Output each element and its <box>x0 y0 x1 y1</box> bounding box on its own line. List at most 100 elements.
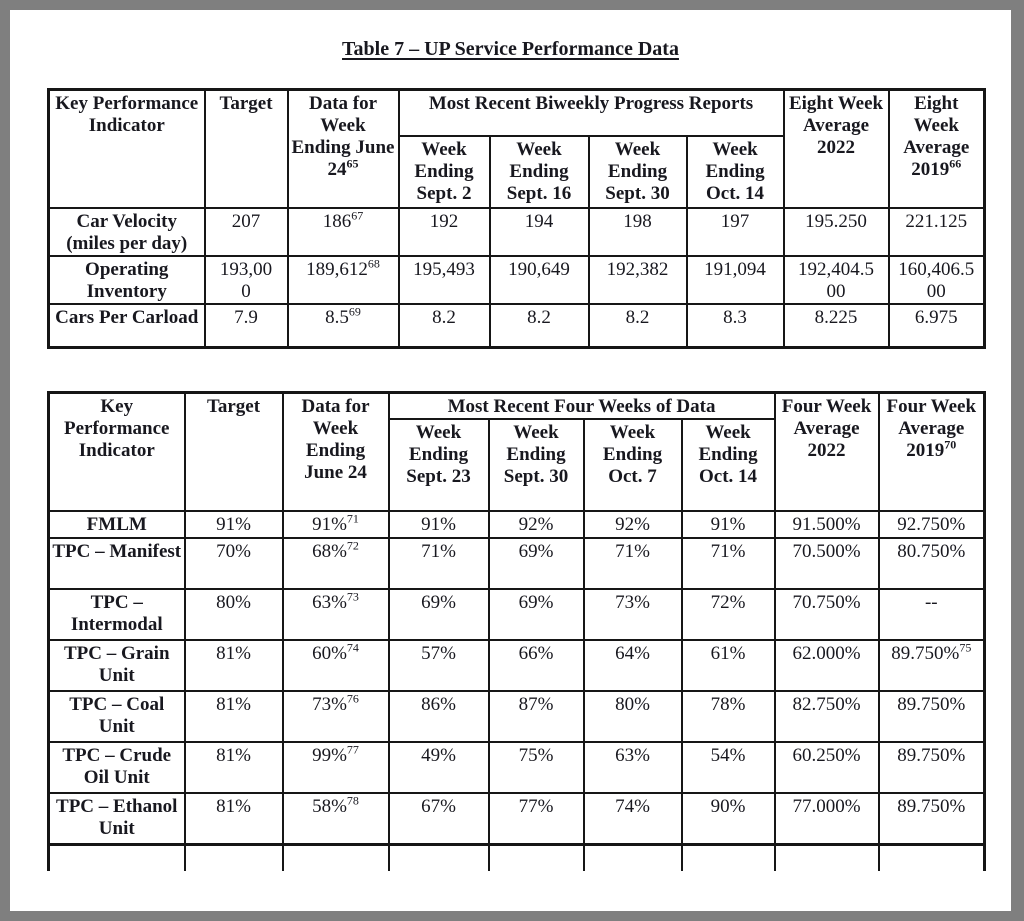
data-cell: 81% <box>183 741 284 794</box>
footnote-ref: 78 <box>346 793 359 808</box>
data-cell: 81% <box>183 792 284 845</box>
cell-value: 75% <box>518 745 554 766</box>
data-cell: 60.250% <box>773 741 880 794</box>
data-cell: 91% <box>387 510 490 539</box>
data-cell: 191,094 <box>685 254 785 305</box>
data-cell: 207 <box>203 206 289 257</box>
footnote-ref: 67 <box>351 208 364 223</box>
cell-value: 91.500% <box>792 514 861 535</box>
data-cell: 8.2 <box>397 302 491 349</box>
cell-value: 57% <box>421 643 456 664</box>
data-cell: 69% <box>487 537 585 590</box>
row-label: Operating Inventory <box>47 254 206 305</box>
data-cell: 190,649 <box>488 254 590 305</box>
cell-value: 69% <box>518 541 554 562</box>
cell-value: 91% <box>421 514 456 535</box>
table-row: FMLM 91% 91%71 91% 92% 92% 91% 91.500% 92.750% <box>47 510 986 539</box>
header-target-label: Target <box>206 396 261 417</box>
cell-value: 81% <box>216 796 251 817</box>
cell-value: 49% <box>421 745 456 766</box>
cell-value: 8.2 <box>432 306 456 328</box>
header-row-group: Key Performance Indicator Target Data fo… <box>47 88 986 209</box>
cell-value: -- <box>924 592 938 613</box>
cell-value: 60% <box>312 643 347 664</box>
data-cell: 68%72 <box>281 537 390 590</box>
cell-value: 77% <box>518 796 554 817</box>
header-kpi: Key Performance Indicator <box>47 88 206 209</box>
row-label: TPC – Coal Unit <box>47 690 186 743</box>
table-biweekly-progress: Key Performance Indicator Target Data fo… <box>47 88 987 349</box>
cell-value: 78% <box>710 694 746 715</box>
data-cell: 92% <box>487 510 585 539</box>
cell-value: 91% <box>216 514 251 535</box>
table-row: TPC – Crude Oil Unit 81% 99%77 49% 75% 63% 54%… <box>47 741 986 794</box>
table-four-weeks: Key Performance Indicator Target Data fo… <box>47 391 987 871</box>
data-cell: 73% <box>582 588 683 641</box>
row-label: TPC – Crude Oil Unit <box>47 741 186 794</box>
cell-value: 80.750% <box>897 541 966 562</box>
data-cell: 198 <box>587 206 688 257</box>
footnote-ref: 73 <box>346 589 359 604</box>
cell-value: 92.750% <box>897 514 966 535</box>
cell-value: 8.225 <box>814 306 858 328</box>
cell-value: 68% <box>312 541 347 562</box>
cell-value: 160,406.500 <box>898 258 975 302</box>
cell-value: 189,612 <box>306 258 368 280</box>
cell-value: 62.000% <box>792 643 861 664</box>
header-target: Target <box>203 88 289 209</box>
cell-value: 73% <box>312 694 347 715</box>
data-cell: 8.3 <box>685 302 785 349</box>
data-cell: 57% <box>387 639 490 692</box>
footnote-ref: 66 <box>949 156 962 171</box>
header-week-sept-30: Week Ending Sept. 30 <box>587 134 688 209</box>
data-cell: 90% <box>680 792 776 845</box>
cell-value: 80% <box>615 694 650 715</box>
header-data-for-week: Data for Week Ending June 2465 <box>286 88 400 209</box>
cell-value: 207 <box>231 210 261 232</box>
data-cell: 221.125 <box>887 206 986 257</box>
data-cell: 63%73 <box>281 588 390 641</box>
header-group-label: Most Recent Biweekly Progress Reports <box>428 93 754 114</box>
header-avg-2022-label: Eight Week Average 2022 <box>788 93 884 158</box>
footnote-ref: 72 <box>346 538 359 553</box>
data-cell: 71% <box>582 537 683 590</box>
data-cell: 54% <box>680 741 776 794</box>
cell-value: 82.750% <box>792 694 861 715</box>
table-row: Car Velocity (miles per day) 207 18667 192 1… <box>47 206 986 257</box>
cell-value: 70.500% <box>792 541 861 562</box>
data-cell: 81% <box>183 690 284 743</box>
header-eight-week-avg-2022: Eight Week Average 2022 <box>782 88 890 209</box>
header-avg-2022-label: Four Week Average 2022 <box>781 396 872 461</box>
cell-value: 197 <box>720 210 750 232</box>
cell-value: 71% <box>615 541 650 562</box>
data-cell: 193,000 <box>203 254 289 305</box>
data-cell: 62.000% <box>773 639 880 692</box>
table-body: Car Velocity (miles per day) 207 18667 192 1… <box>47 206 986 349</box>
row-label: Car Velocity (miles per day) <box>47 206 206 257</box>
cell-value: 8.3 <box>723 306 747 328</box>
table-row: TPC – Grain Unit 81% 60%74 57% 66% 64% 61% 62.0… <box>47 639 986 692</box>
data-cell: 89.750% <box>877 690 986 743</box>
cell-value: 192,404.500 <box>798 258 875 302</box>
data-cell: 63% <box>582 741 683 794</box>
data-cell: 194 <box>488 206 590 257</box>
data-cell: 86% <box>387 690 490 743</box>
cell-value: 77.000% <box>792 796 861 817</box>
data-cell: 192,404.500 <box>782 254 890 305</box>
document-page: Table 7 – UP Service Performance Data Ke… <box>10 10 1011 911</box>
table-header: Key Performance Indicator Target Data fo… <box>47 88 986 209</box>
header-week-sept-16: Week Ending Sept. 16 <box>488 134 590 209</box>
cell-value: 198 <box>623 210 652 232</box>
row-label: Cars Per Carload <box>47 302 206 349</box>
header-week-label: Week Ending Oct. 14 <box>698 422 758 487</box>
data-cell: 89.750% <box>877 792 986 845</box>
footnote-ref: 77 <box>346 742 359 757</box>
header-kpi-label: Key Performance Indicator <box>64 396 170 461</box>
cut-cell <box>680 842 776 871</box>
data-cell: 195,493 <box>397 254 491 305</box>
cell-value: 186 <box>322 210 352 232</box>
data-cell: 70.750% <box>773 588 880 641</box>
data-cell: 78% <box>680 690 776 743</box>
data-cell: 80% <box>183 588 284 641</box>
